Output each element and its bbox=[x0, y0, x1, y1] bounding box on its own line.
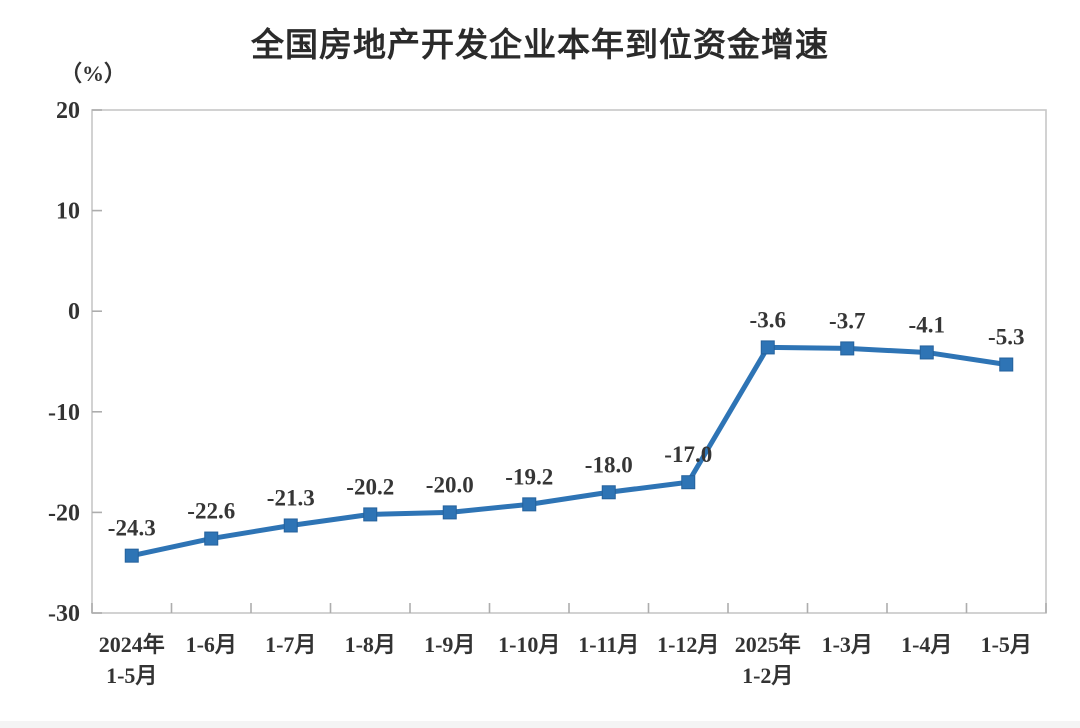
x-axis-label: 1-4月 bbox=[901, 632, 952, 657]
data-point-marker bbox=[522, 497, 537, 512]
data-point-marker bbox=[840, 341, 855, 356]
y-axis-unit-label: （%） bbox=[60, 61, 127, 86]
data-point-label: -17.0 bbox=[664, 442, 712, 467]
y-tick-label: 20 bbox=[56, 98, 80, 124]
x-axis-label: 1-10月 bbox=[498, 632, 560, 657]
data-point-label: -22.6 bbox=[187, 499, 235, 524]
y-tick-label: -20 bbox=[48, 500, 80, 526]
y-tick-label: -10 bbox=[48, 400, 80, 426]
data-point-label: -20.0 bbox=[426, 472, 474, 497]
series-line bbox=[129, 344, 1009, 559]
y-tick-label: 0 bbox=[68, 299, 80, 325]
data-point-marker bbox=[760, 340, 775, 355]
data-point-marker bbox=[919, 345, 934, 360]
x-axis-label: 1-8月 bbox=[345, 632, 396, 657]
data-point-label: -5.3 bbox=[988, 325, 1024, 350]
x-axis-label: 1-3月 bbox=[822, 632, 873, 657]
data-point-label: -24.3 bbox=[108, 516, 156, 541]
x-axis-label: 1-6月 bbox=[186, 632, 237, 657]
page-bottom-edge bbox=[0, 721, 1080, 728]
x-axis-label: 1-11月 bbox=[578, 632, 639, 657]
x-axis-label: 1-12月 bbox=[657, 632, 719, 657]
x-axis-label: 1-5月 bbox=[981, 632, 1032, 657]
x-axis-label: 2024年 1-5月 bbox=[99, 632, 165, 688]
data-point-marker bbox=[999, 357, 1014, 372]
x-axis-label: 2025年 1-2月 bbox=[735, 632, 801, 688]
data-point-marker bbox=[283, 518, 298, 533]
x-axis-label: 1-9月 bbox=[424, 632, 475, 657]
data-point-label: -21.3 bbox=[267, 485, 315, 510]
data-point-marker bbox=[363, 507, 378, 522]
data-point-marker bbox=[124, 548, 139, 563]
chart-title: 全国房地产开发企业本年到位资金增速 bbox=[251, 26, 829, 63]
plot-border bbox=[91, 109, 1047, 614]
data-point-label: -3.6 bbox=[750, 307, 786, 332]
data-point-label: -19.2 bbox=[505, 464, 553, 489]
data-point-marker bbox=[204, 531, 219, 546]
x-axis-label: 1-7月 bbox=[265, 632, 316, 657]
data-point-label: -18.0 bbox=[585, 452, 633, 477]
data-point-marker bbox=[681, 475, 696, 490]
data-point-marker bbox=[601, 485, 616, 500]
data-point-label: -4.1 bbox=[909, 312, 945, 337]
y-tick-label: 10 bbox=[56, 199, 80, 225]
data-point-label: -3.7 bbox=[829, 308, 865, 333]
data-point-label: -20.2 bbox=[346, 474, 394, 499]
data-point-marker bbox=[442, 505, 457, 520]
y-tick-label: -30 bbox=[48, 601, 80, 627]
